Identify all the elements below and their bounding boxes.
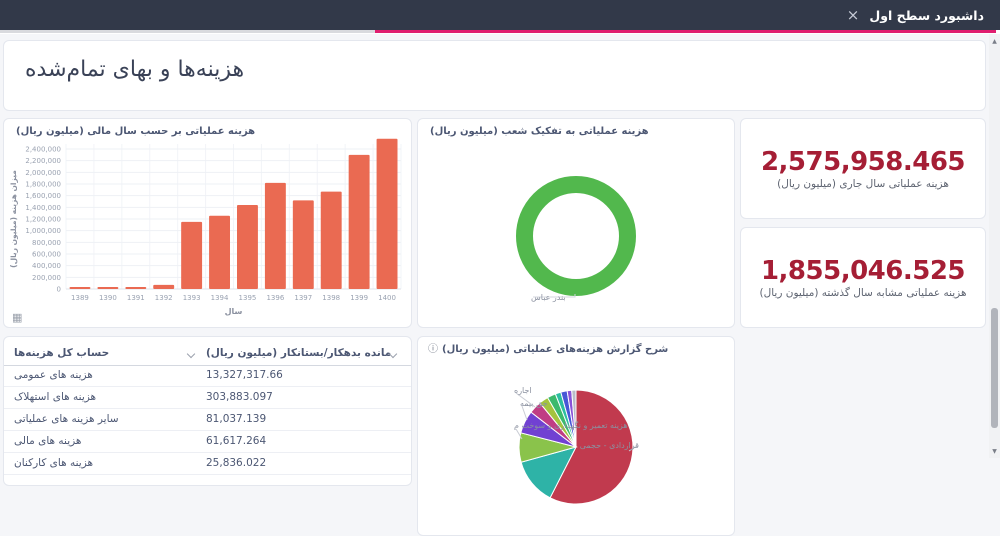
column-header-account[interactable]: حساب کل هزینه‌ها [14,347,110,359]
close-icon[interactable]: × [846,5,860,24]
column-header-balance[interactable]: مانده بدهکار/بستانکار (میلیون ریال) [206,347,392,359]
bar[interactable] [125,287,147,289]
kpi-label: هزینه عملیاتی مشابه سال گذشته (میلیون ری… [759,287,967,299]
progress-track [0,30,375,33]
svg-text:بندر عباس: بندر عباس [531,293,566,302]
svg-text:800,000: 800,000 [32,239,61,247]
svg-text:1396: 1396 [266,294,284,302]
table-body: هزینه های عمومی 13,327,317.66 هزینه های اس… [4,365,411,475]
account-name: هزینه های کارکنان [14,457,94,469]
sort-chevron-icon[interactable] [390,351,396,357]
svg-text:1391: 1391 [127,294,145,302]
svg-text:1397: 1397 [294,294,312,302]
table-row: هزینه های استهلاک 303,883.097 [4,387,411,409]
donut-chart-title: هزینه عملیاتی به تفکیک شعب (میلیون ریال) [430,126,649,137]
svg-text:اجاره: اجاره [514,386,532,395]
pie-slice[interactable] [571,389,577,448]
svg-text:2,000,000: 2,000,000 [25,169,61,177]
bar[interactable] [264,182,286,289]
svg-text:1400: 1400 [378,294,396,302]
table-row: هزینه های مالی 61,617.264 [4,431,411,453]
table-row: سایر هزینه های عملیاتی 81,037.139 [4,409,411,431]
svg-text:1,400,000: 1,400,000 [25,204,61,212]
svg-text:1394: 1394 [211,294,229,302]
pie-chart-title: شرح گزارش هزینه‌های عملیاتی (میلیون ریال… [442,344,669,355]
bar[interactable] [292,200,314,289]
svg-text:1390: 1390 [99,294,117,302]
top-navbar: × داشبورد سطح اول [0,0,1000,30]
kpi-value: 2,575,958.465 [760,147,966,177]
loading-progress-bar [0,30,1000,34]
progress-fill [375,30,996,33]
svg-text:600,000: 600,000 [32,251,61,259]
svg-text:400,000: 400,000 [32,262,61,270]
svg-text:سال: سال [225,307,243,316]
bar[interactable] [320,191,342,289]
svg-text:1398: 1398 [322,294,340,302]
donut-chart[interactable]: بندر عباس [418,119,734,327]
bar-chart-title: هزینه عملیاتی بر حسب سال مالی (میلیون ری… [16,126,256,137]
kpi-value: 1,855,046.525 [760,256,966,286]
svg-text:1,200,000: 1,200,000 [25,216,61,224]
svg-text:1389: 1389 [71,294,89,302]
svg-text:هزینه تعمیر و نگهداری و سوخت م: هزینه تعمیر و نگهداری و سوخت م [514,420,628,430]
expenses-table-card: حساب کل هزینه‌ها مانده بدهکار/بستانکار (… [3,336,412,486]
bar[interactable] [376,138,398,289]
svg-text:حق بیمه: حق بیمه [520,399,548,408]
scroll-up-icon[interactable]: ▲ [992,38,997,45]
donut-slice[interactable] [516,176,636,296]
balance-value: 25,836.022 [206,457,267,469]
info-icon[interactable]: ⓘ [428,343,438,355]
svg-text:1392: 1392 [155,294,173,302]
balance-value: 81,037.139 [206,413,267,425]
dashboard-name: داشبورد سطح اول [869,7,984,23]
svg-text:1399: 1399 [350,294,368,302]
svg-text:0: 0 [57,286,61,294]
bar-chart[interactable]: 0 200,000 400,000 600,000 800,000 1,000,000 1,… [4,137,408,327]
balance-value: 61,617.264 [206,435,267,447]
balance-value: 13,327,317.66 [206,369,283,381]
account-name: هزینه های مالی [14,435,82,447]
table-row: هزینه های عمومی 13,327,317.66 [4,365,411,387]
bar[interactable] [181,221,203,289]
account-name: سایر هزینه های عملیاتی [14,413,119,425]
svg-text:1395: 1395 [239,294,257,302]
bar[interactable] [69,287,91,289]
svg-text:1393: 1393 [183,294,201,302]
table-view-icon[interactable]: ▦ [12,311,23,324]
svg-text:میزان هزینه (میلیون ریال): میزان هزینه (میلیون ریال) [9,170,18,268]
scrollbar-thumb[interactable] [991,308,998,428]
balance-value: 303,883.097 [206,391,273,403]
kpi-card-previous-year: 1,855,046.525 هزینه عملیاتی مشابه سال گذ… [740,227,986,328]
bar[interactable] [209,215,230,289]
table-header: حساب کل هزینه‌ها مانده بدهکار/بستانکار (… [4,343,411,366]
vertical-scrollbar[interactable]: ▲ ▼ [989,34,1000,458]
bar[interactable] [97,287,119,289]
pie-chart-card: ⓘ شرح گزارش هزینه‌های عملیاتی (میلیون ری… [417,336,735,536]
svg-text:1,000,000: 1,000,000 [25,227,61,235]
sort-chevron-icon[interactable] [188,351,194,357]
bar[interactable] [348,154,370,289]
svg-text:2,200,000: 2,200,000 [25,157,61,165]
dashboard-header-card: هزینه‌ها و بهای تمام‌شده [3,40,986,111]
svg-text:1,800,000: 1,800,000 [25,181,61,189]
scroll-down-icon[interactable]: ▼ [992,448,997,455]
svg-text:2,400,000: 2,400,000 [25,146,61,154]
svg-text:200,000: 200,000 [32,274,61,282]
bar[interactable] [153,284,175,289]
bar[interactable] [237,205,258,289]
kpi-label: هزینه عملیاتی سال جاری (میلیون ریال) [777,178,949,190]
kpi-card-current-year: 2,575,958.465 هزینه عملیاتی سال جاری (می… [740,118,986,219]
pie-chart[interactable]: قراردادی - حجمی هزینه تعمیر و نگهداری و س… [418,337,734,535]
page-title: هزینه‌ها و بهای تمام‌شده [25,57,245,82]
bar-chart-card: هزینه عملیاتی بر حسب سال مالی (میلیون ری… [3,118,412,328]
donut-chart-card: هزینه عملیاتی به تفکیک شعب (میلیون ریال)… [417,118,735,328]
table-row: هزینه های کارکنان 25,836.022 [4,453,411,475]
account-name: هزینه های استهلاک [14,391,97,403]
svg-text:قراردادی - حجمی: قراردادی - حجمی [580,441,639,450]
svg-text:1,600,000: 1,600,000 [25,192,61,200]
account-name: هزینه های عمومی [14,369,93,381]
